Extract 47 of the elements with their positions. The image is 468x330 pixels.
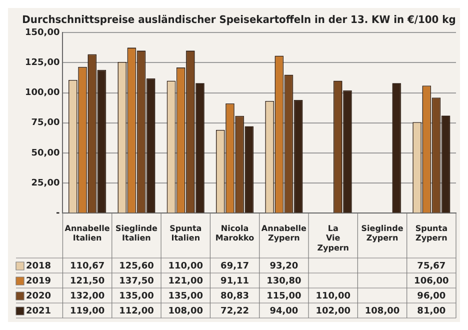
- data-label: 94,00: [270, 306, 298, 316]
- y-tick-label: 150,00: [24, 28, 60, 38]
- data-label: 121,50: [70, 276, 105, 286]
- x-tick-label: Annabelle Italien: [64, 224, 110, 243]
- data-label: 135,00: [168, 291, 203, 302]
- data-label: 132,00: [70, 291, 105, 302]
- y-tick-label: -: [56, 208, 60, 219]
- legend-label: 2019: [26, 276, 52, 286]
- legend-label: 2018: [26, 261, 52, 272]
- data-label: 130,80: [266, 276, 302, 286]
- data-label: 110,00: [316, 291, 350, 302]
- data-label: 80,83: [220, 291, 250, 302]
- data-label: 91,11: [220, 276, 250, 286]
- data-label: 135,00: [119, 291, 154, 302]
- data-label: 115,00: [266, 291, 302, 302]
- data-label: 125,60: [119, 261, 154, 272]
- y-tick-label: 50,00: [31, 148, 60, 158]
- x-tick-label: La Vie Zypern: [317, 224, 350, 252]
- data-label: 110,67: [70, 261, 105, 272]
- chart-title: Durchschnittspreise ausländischer Speisekartoffeln in der 13. KW in €/100 kg: [22, 14, 456, 26]
- x-tick-label: Nicola Marokko: [215, 224, 255, 243]
- data-label: 75,67: [417, 261, 446, 272]
- y-tick-label: 100,00: [24, 88, 60, 98]
- data-label: 110,00: [168, 261, 203, 272]
- data-label: 108,00: [364, 306, 400, 316]
- data-label: 81,00: [417, 306, 446, 316]
- data-label: 137,50: [119, 276, 154, 286]
- x-tick-label: Sieglinde Italien: [115, 224, 158, 243]
- x-tick-label: Sieglinde Zypern: [361, 224, 404, 243]
- data-label: 108,00: [168, 306, 203, 316]
- x-tick-label: Annabelle Zypern: [261, 224, 308, 243]
- data-label: 72,22: [220, 306, 250, 316]
- y-tick-label: 75,00: [31, 118, 60, 128]
- data-label: 102,00: [316, 306, 350, 316]
- data-label: 69,17: [220, 261, 250, 272]
- data-label: 121,00: [168, 276, 203, 286]
- x-tick-label: Spunta Zypern: [415, 224, 448, 243]
- data-label: 96,00: [417, 291, 446, 302]
- y-tick-label: 125,00: [24, 58, 60, 68]
- data-label: 93,20: [270, 261, 298, 272]
- x-tick-label: Spunta Italien: [170, 224, 202, 243]
- data-label: 119,00: [70, 306, 105, 316]
- data-label: 112,00: [119, 306, 154, 316]
- data-label: 106,00: [414, 276, 449, 286]
- legend-label: 2020: [26, 291, 52, 302]
- y-tick-label: 25,00: [31, 178, 60, 188]
- legend-label: 2021: [26, 306, 52, 316]
